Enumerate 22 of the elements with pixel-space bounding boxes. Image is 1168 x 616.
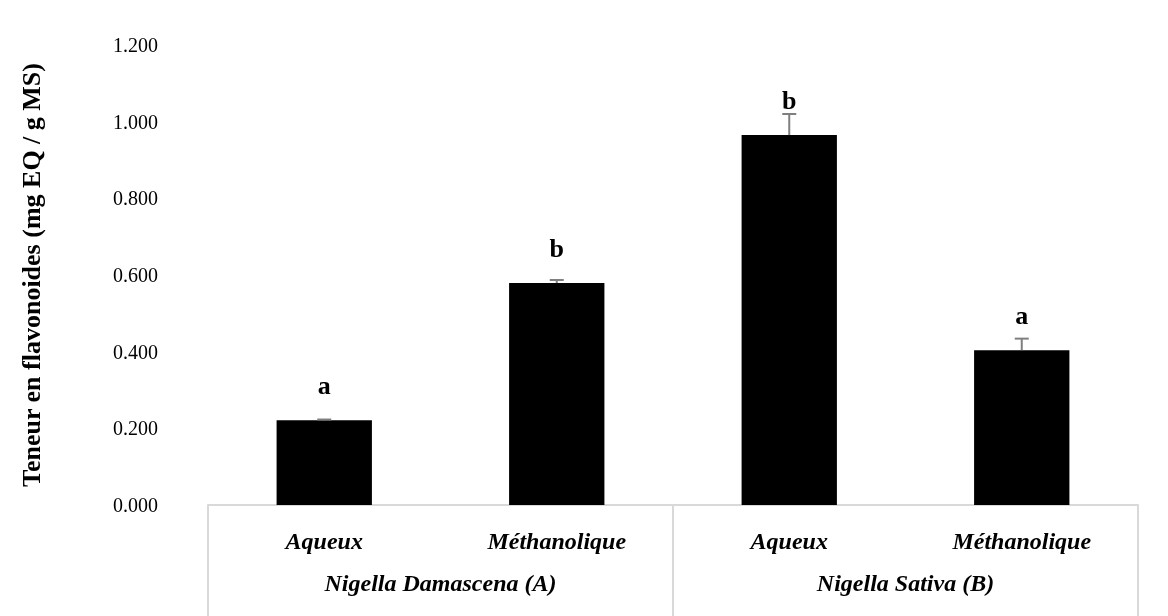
text: Nigella Damascena (A) <box>323 570 557 596</box>
y-tick-label: 0.800 <box>113 187 158 210</box>
y-axis-title: Teneur en flavonoides (mg EQ / g MS) <box>16 63 46 487</box>
x-tick-label: Aqueux <box>283 528 363 554</box>
data-label: b <box>549 233 564 263</box>
bar <box>741 135 837 505</box>
y-tick-label: 1.000 <box>113 110 158 133</box>
data-label: b <box>782 85 797 115</box>
bar <box>276 420 372 505</box>
bar <box>509 283 605 505</box>
y-tick-label: 0.200 <box>113 417 158 440</box>
data-label: a <box>1015 300 1029 330</box>
text: Nigella Sativa (B) <box>815 570 995 596</box>
x-tick-label: Méthanolique <box>486 528 627 554</box>
data-label: a <box>317 370 331 400</box>
bar <box>974 350 1070 505</box>
y-tick-label: 0.400 <box>113 340 158 363</box>
x-tick-label: Aqueux <box>748 528 828 554</box>
y-tick-label: 0.000 <box>113 494 158 516</box>
y-tick-label: 0.600 <box>113 264 158 286</box>
x-tick-label: Méthanolique <box>951 528 1092 554</box>
y-tick-label: 1.200 <box>113 34 158 56</box>
